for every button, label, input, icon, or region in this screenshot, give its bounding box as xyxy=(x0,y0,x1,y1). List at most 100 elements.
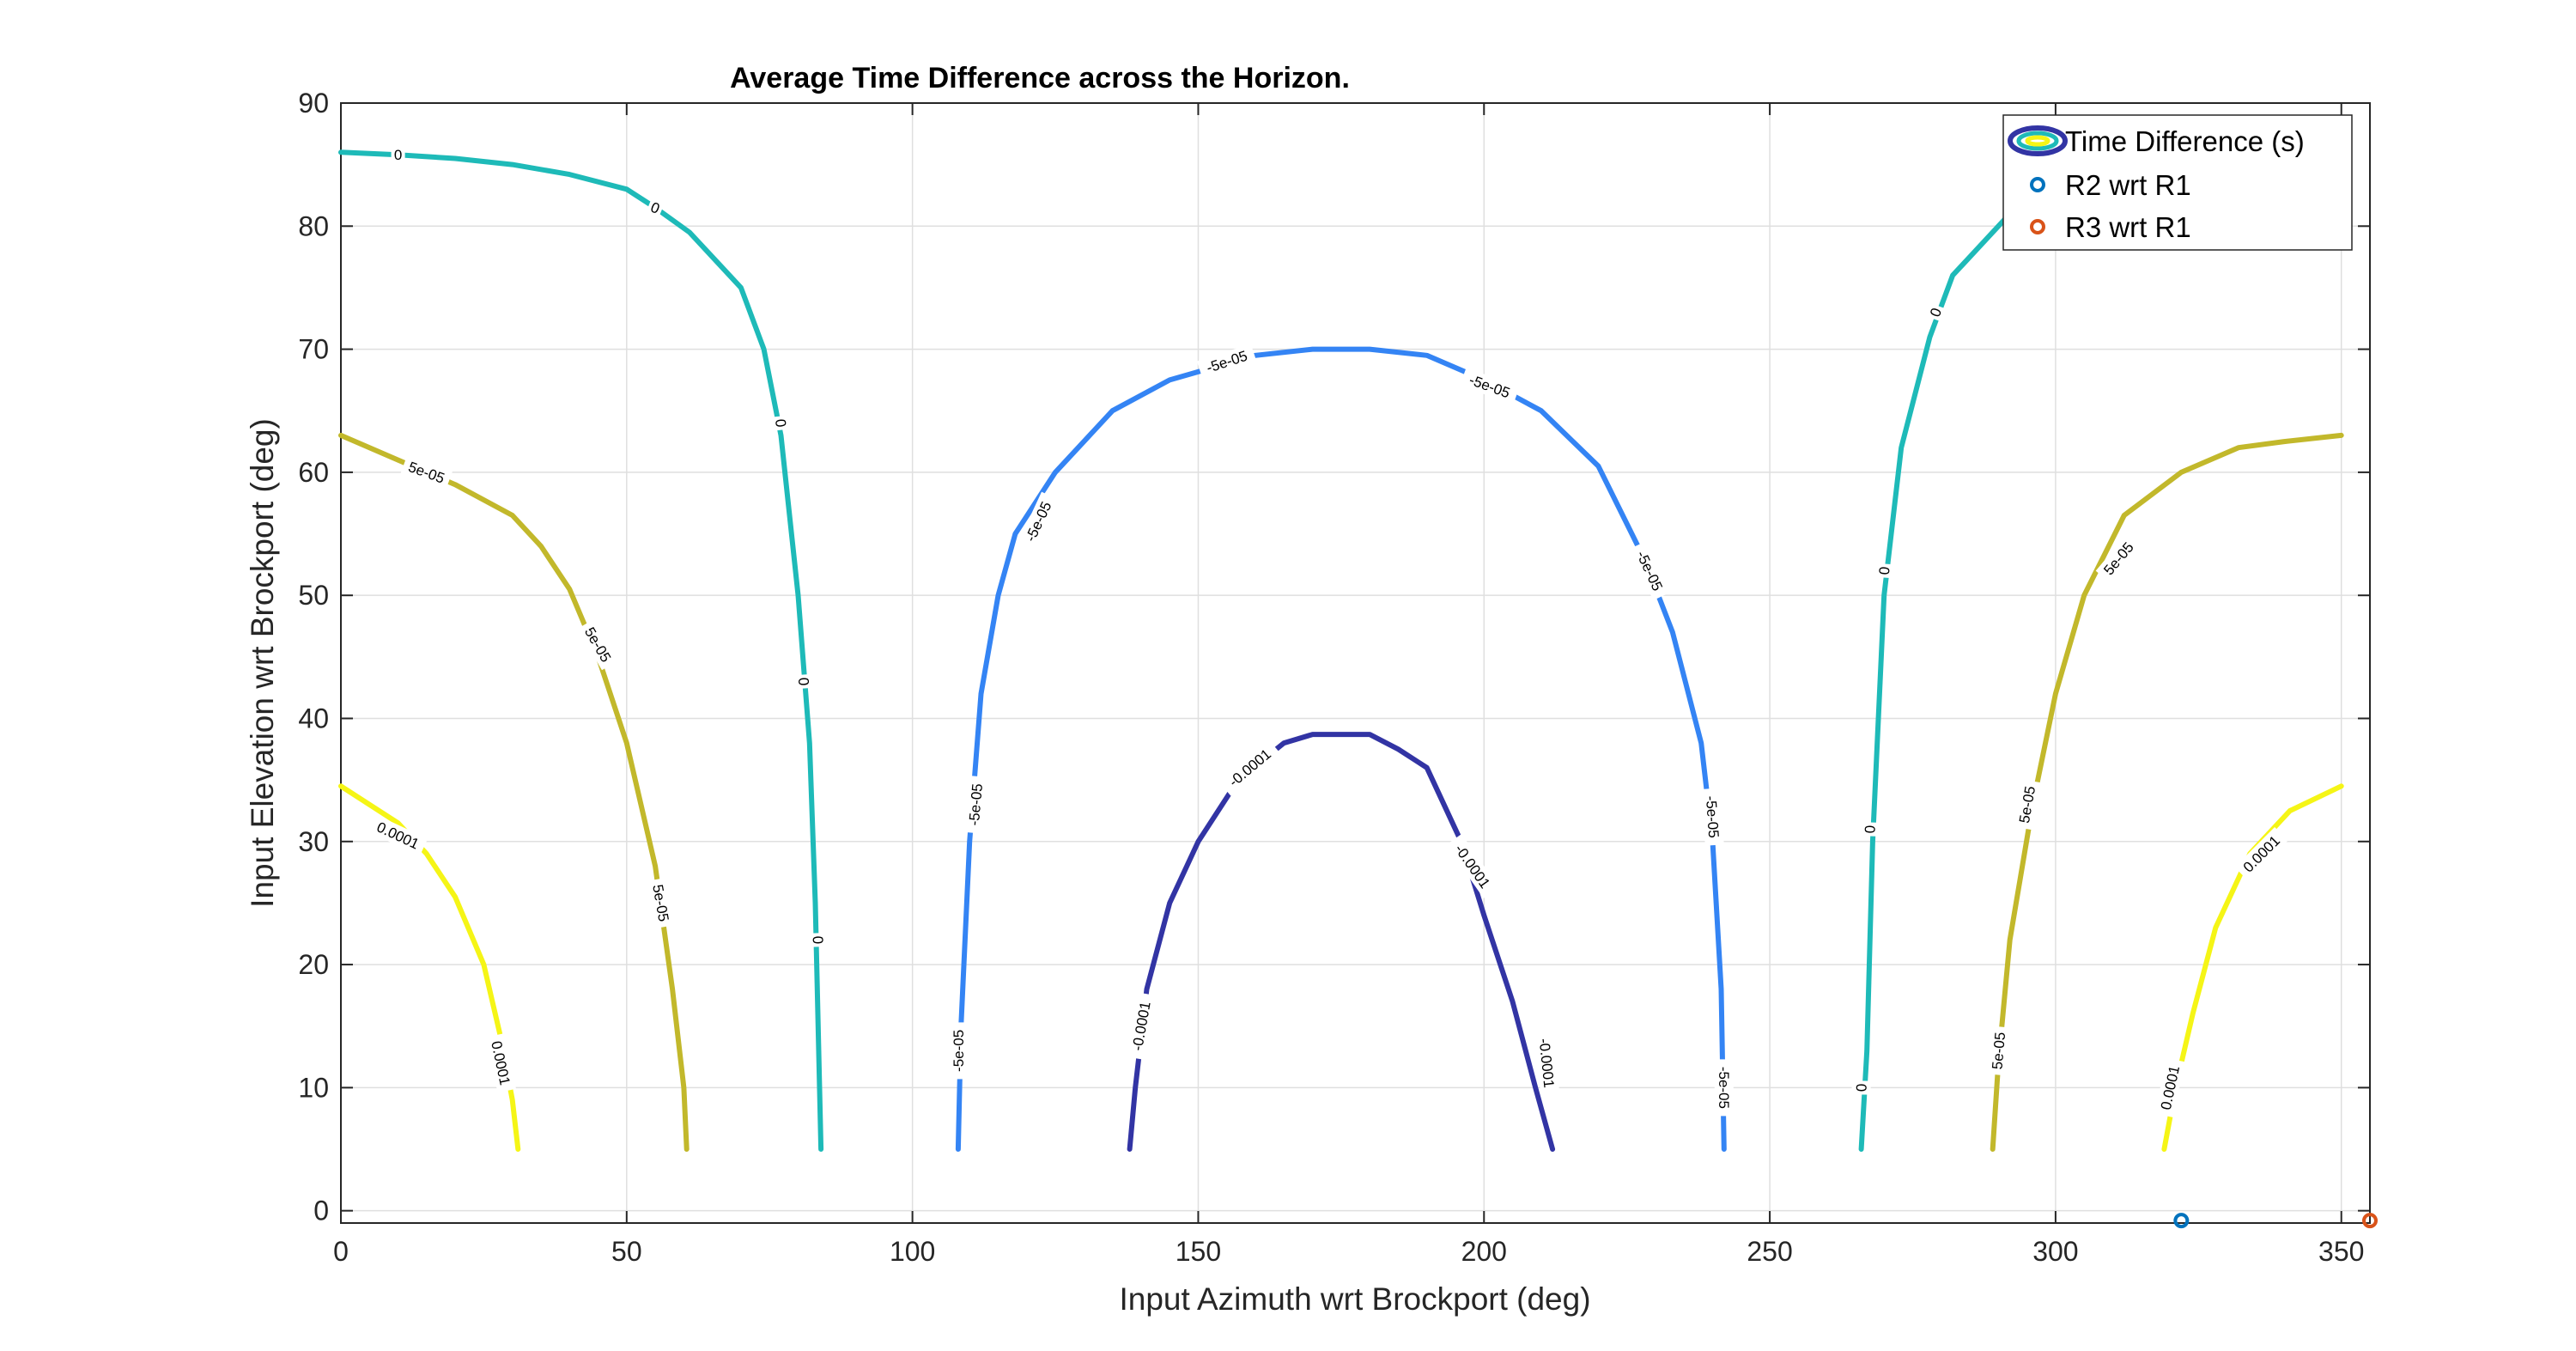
y-tick-label: 70 xyxy=(298,334,329,365)
contour-label: 0 xyxy=(1860,822,1880,837)
contour-label-bg xyxy=(2234,826,2288,881)
contour-lines xyxy=(338,149,2344,1152)
y-tick-label: 90 xyxy=(298,88,329,119)
contour-label-bg xyxy=(1874,563,1894,579)
contour-label: 5e-05 xyxy=(577,618,619,671)
contour-line-4-0 xyxy=(1127,732,1556,1152)
contour-label: -5e-05 xyxy=(1460,367,1520,405)
contour-label-bg xyxy=(1629,540,1671,601)
contour-label: 0.0001 xyxy=(2234,826,2288,881)
legend-contour-icon xyxy=(2008,125,2068,156)
contour-label: -5e-05 xyxy=(963,775,987,834)
contour-label: 0.0001 xyxy=(485,1033,517,1093)
x-tick-label: 250 xyxy=(1747,1236,1792,1267)
contour-label-bg xyxy=(485,1033,517,1093)
contour-line-1-0 xyxy=(338,432,690,1152)
contour-line-0-0 xyxy=(338,783,521,1152)
x-tick-labels: 0 50 100 150 200 250 300 350 xyxy=(333,1236,2364,1267)
contour-label-bg xyxy=(2095,533,2142,583)
contour-label-text: -5e-05 xyxy=(1633,548,1666,593)
y-tick-label: 10 xyxy=(298,1072,329,1103)
contour-label: -5e-05 xyxy=(1701,788,1724,846)
contour-label-bg xyxy=(645,196,665,219)
legend: Time Difference (s) R2 wrt R1 R3 wrt R1 xyxy=(2002,114,2353,251)
contour-line-1-1 xyxy=(1990,432,2344,1152)
contour-label-bg xyxy=(577,618,619,671)
contour-label-text: 0 xyxy=(1854,1084,1870,1092)
contour-label-bg xyxy=(1126,992,1157,1061)
contour-label-text: 0 xyxy=(1876,566,1893,575)
contour-label: 5e-05 xyxy=(1986,1025,2010,1076)
contour-label: 5e-05 xyxy=(2013,779,2041,831)
contour-label-bg xyxy=(1534,1029,1560,1097)
contour-label-text: 0 xyxy=(772,418,789,428)
contour-label-text: 0 xyxy=(394,147,402,163)
plot-area-border xyxy=(340,102,2371,1224)
contour-label-text: -5e-05 xyxy=(966,783,986,827)
x-axis-label: Input Azimuth wrt Brockport (deg) xyxy=(1119,1281,1590,1317)
contour-label-bg xyxy=(2154,1057,2185,1117)
x-tick-label: 150 xyxy=(1176,1236,1221,1267)
contour-line-0-1 xyxy=(2161,783,2344,1152)
legend-label-r3: R3 wrt R1 xyxy=(2065,211,2191,243)
contour-label: 0 xyxy=(793,673,814,690)
contour-line-2-0 xyxy=(338,149,824,1152)
axis-ticks xyxy=(340,102,2370,1223)
contour-label-bg xyxy=(808,933,829,947)
contour-label: 0 xyxy=(391,145,405,165)
station-markers xyxy=(2173,1213,2378,1229)
contour-label: -5e-05 xyxy=(1714,1059,1734,1117)
contour-label-bg xyxy=(400,454,453,490)
contour-label-bg xyxy=(2013,779,2041,831)
contour-label-text: -0.0001 xyxy=(1226,745,1274,790)
y-tick-label: 80 xyxy=(298,210,329,241)
y-tick-label: 20 xyxy=(298,949,329,980)
contour-label-text: 0 xyxy=(1862,825,1878,833)
contour-label-bg xyxy=(391,145,405,165)
contour-label-bg xyxy=(647,877,675,928)
contour-label-bg xyxy=(793,673,814,690)
contour-label-bg xyxy=(1446,833,1499,898)
contour-label-bg xyxy=(963,775,987,834)
contour-label: 0 xyxy=(1874,563,1894,579)
contour-line-3-0 xyxy=(955,346,1727,1152)
contour-label: -5e-05 xyxy=(948,1022,968,1080)
y-tick-label: 30 xyxy=(298,826,329,857)
contour-label-bg xyxy=(1986,1025,2010,1076)
contour-label-bg xyxy=(1218,739,1281,796)
contour-label-bg xyxy=(770,415,792,431)
marker-1 xyxy=(2362,1213,2378,1229)
contour-label: 0 xyxy=(770,415,792,431)
contour-label-bg xyxy=(368,814,428,856)
contour-label: -0.0001 xyxy=(1446,833,1499,898)
contour-label-text: -5e-05 xyxy=(1703,795,1722,838)
contour-labels: 0.00010.00010.00010.00015e-055e-055e-055… xyxy=(368,145,2288,1117)
contour-label-bg xyxy=(1860,822,1880,837)
contour-label-text: -5e-05 xyxy=(1023,499,1055,545)
legend-label-time-difference: Time Difference (s) xyxy=(2065,125,2305,157)
contour-label: -0.0001 xyxy=(1534,1029,1560,1097)
contour-label: 0 xyxy=(645,196,665,219)
contour-label: -0.0001 xyxy=(1218,739,1281,796)
contour-line-2-1 xyxy=(1858,161,2058,1152)
y-axis-label: Input Elevation wrt Brockport (deg) xyxy=(245,418,280,908)
legend-label-r2: R2 wrt R1 xyxy=(2065,169,2191,201)
contour-label: -0.0001 xyxy=(1126,992,1157,1061)
contour-label-bg xyxy=(1460,367,1520,405)
contour-label-text: 5e-05 xyxy=(649,883,671,922)
contour-label-bg xyxy=(1924,302,1947,322)
y-tick-label: 60 xyxy=(298,457,329,488)
x-tick-label: 0 xyxy=(333,1236,349,1267)
contour-label: -5e-05 xyxy=(1629,540,1671,601)
x-tick-label: 200 xyxy=(1461,1236,1507,1267)
contour-label-text: 5e-05 xyxy=(2016,785,2038,825)
contour-label-bg xyxy=(948,1022,968,1080)
contour-label: 0 xyxy=(1924,302,1947,322)
contour-label-text: -5e-05 xyxy=(1716,1067,1732,1109)
y-tick-label: 40 xyxy=(298,703,329,733)
contour-label-text: 5e-05 xyxy=(1989,1032,2008,1070)
contour-label-text: -5e-05 xyxy=(951,1030,967,1072)
contour-label: 5e-05 xyxy=(647,877,675,928)
contour-label-text: 0 xyxy=(810,935,826,944)
contour-label-bg xyxy=(1851,1080,1871,1095)
